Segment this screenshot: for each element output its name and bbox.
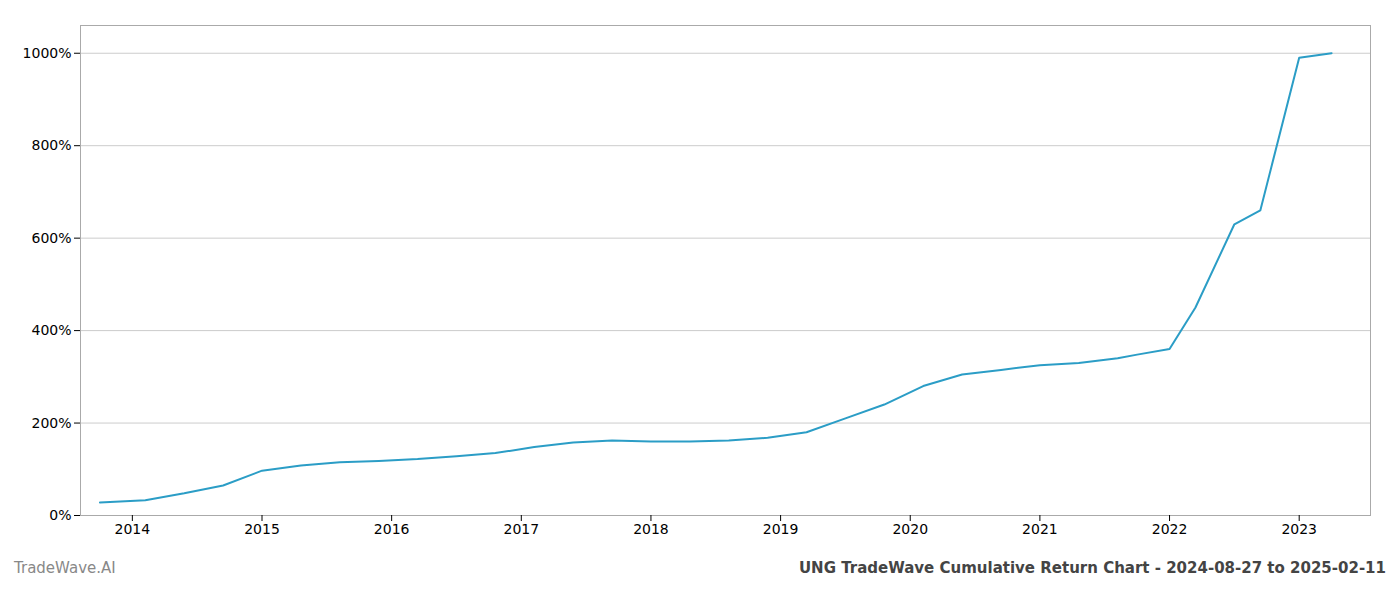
svg-text:1000%: 1000% — [23, 45, 72, 61]
html-text:UNG TradeWave Cumulative Retur: UNG TradeWave Cumulative Return Chart - … — [798, 559, 1386, 577]
html-text:TradeWave.AI: TradeWave.AI — [14, 559, 116, 577]
svg-text:400%: 400% — [31, 322, 71, 338]
svg-text:2014: 2014 — [115, 521, 151, 537]
svg-text:2023: 2023 — [1281, 521, 1317, 537]
svg-text:2020: 2020 — [892, 521, 928, 537]
svg-text:2021: 2021 — [1022, 521, 1058, 537]
svg-text:2022: 2022 — [1152, 521, 1188, 537]
svg-text:800%: 800% — [31, 137, 71, 153]
svg-text:2016: 2016 — [374, 521, 410, 537]
svg-text:2019: 2019 — [763, 521, 799, 537]
svg-text:2018: 2018 — [633, 521, 669, 537]
svg-text:200%: 200% — [31, 415, 71, 431]
svg-text:0%: 0% — [49, 507, 71, 523]
svg-text:2017: 2017 — [503, 521, 539, 537]
svg-text:600%: 600% — [31, 230, 71, 246]
svg-text:2015: 2015 — [244, 521, 280, 537]
